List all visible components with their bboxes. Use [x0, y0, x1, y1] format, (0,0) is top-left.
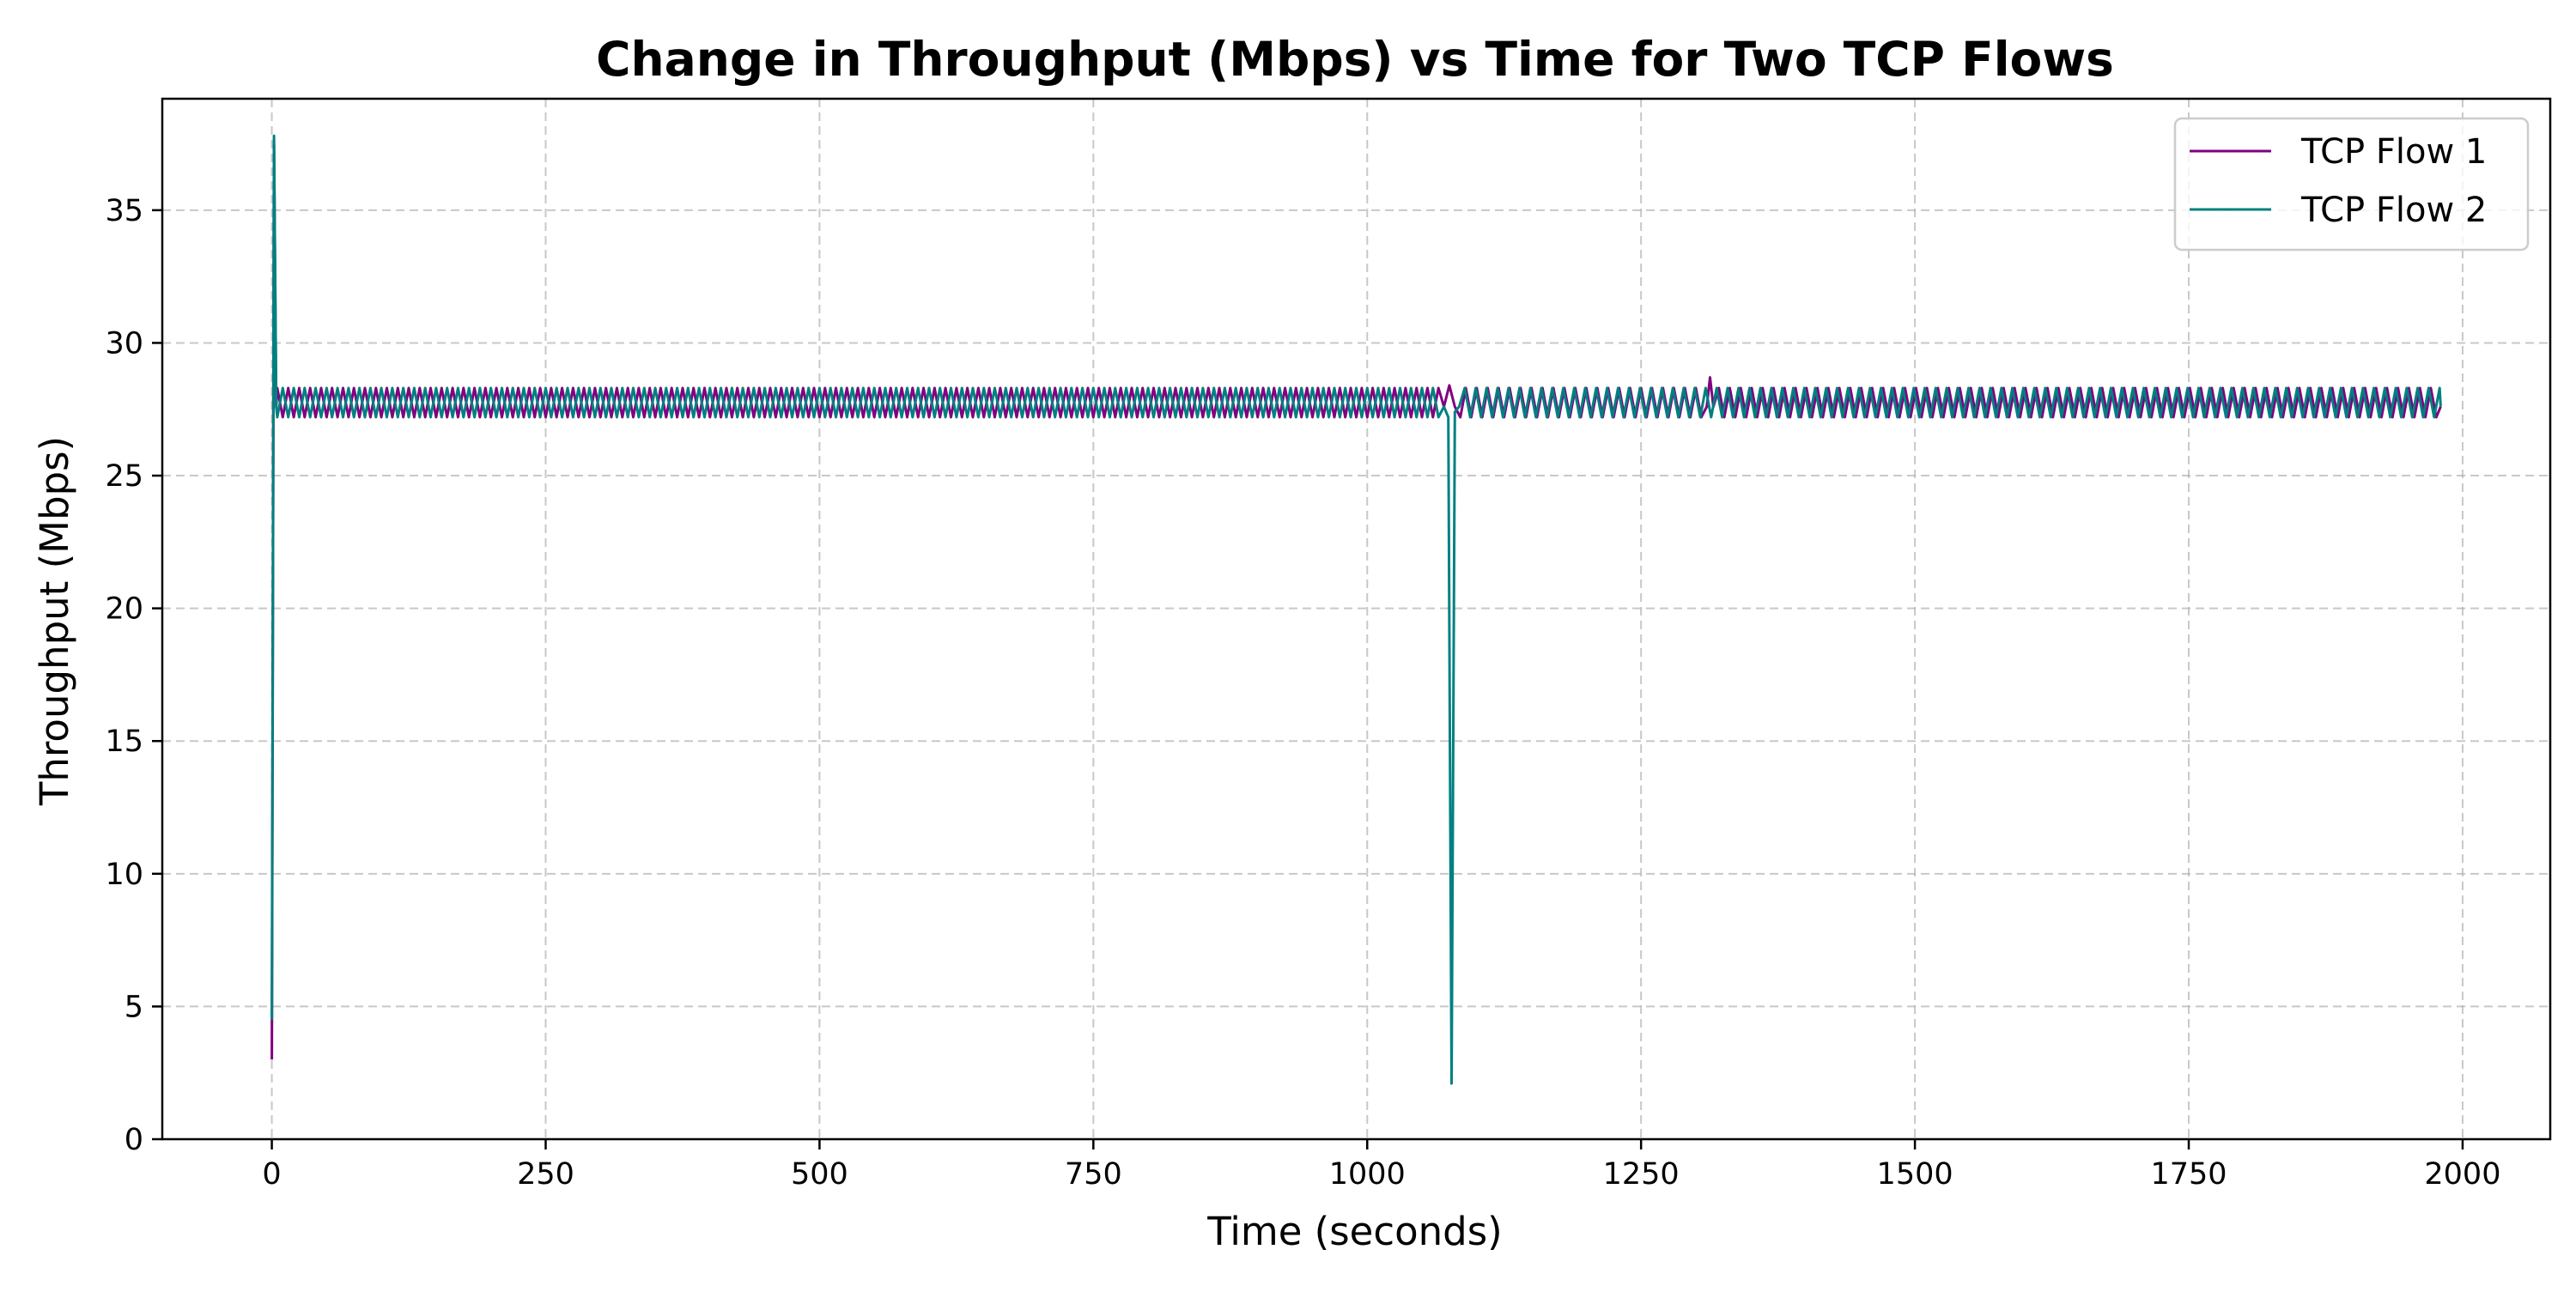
- x-tick-label: 1000: [1329, 1157, 1406, 1192]
- y-tick-label: 5: [125, 990, 143, 1024]
- x-tick-label: 0: [262, 1157, 281, 1192]
- legend: TCP Flow 1 TCP Flow 2: [2173, 117, 2530, 252]
- x-tick-label: 2000: [2424, 1157, 2500, 1192]
- grid-lines: [162, 99, 2550, 1140]
- x-tick-label: 1750: [2150, 1157, 2227, 1192]
- y-tick-label: 35: [105, 194, 143, 228]
- x-axis-ticks: 0 250 500 750 1000 1250 1500 1750 2000: [262, 1139, 2500, 1192]
- y-tick-label: 30: [105, 326, 143, 361]
- legend-label-flow-2: TCP Flow 2: [2300, 191, 2487, 230]
- legend-label-flow-1: TCP Flow 1: [2300, 132, 2487, 172]
- chart-title: Change in Throughput (Mbps) vs Time for …: [596, 32, 2114, 87]
- plot-frame: [161, 97, 2552, 1141]
- x-tick-label: 1250: [1603, 1157, 1680, 1192]
- x-tick-label: 500: [791, 1157, 848, 1192]
- series-lines: [270, 134, 2442, 1085]
- x-axis-label: Time (seconds): [1206, 1209, 1502, 1254]
- y-tick-label: 25: [105, 459, 143, 494]
- x-tick-label: 750: [1065, 1157, 1122, 1192]
- y-tick-label: 0: [125, 1123, 143, 1157]
- x-tick-label: 1500: [1877, 1157, 1953, 1192]
- y-tick-label: 15: [105, 725, 143, 759]
- y-tick-label: 10: [105, 858, 143, 892]
- y-tick-label: 20: [105, 592, 143, 627]
- y-axis-ticks: 0 5 10 15 20 25 30 35: [105, 194, 162, 1157]
- series-line-flow-2: [270, 134, 2442, 1085]
- y-axis-label: Throughput (Mbps): [32, 436, 77, 806]
- x-tick-label: 250: [517, 1157, 574, 1192]
